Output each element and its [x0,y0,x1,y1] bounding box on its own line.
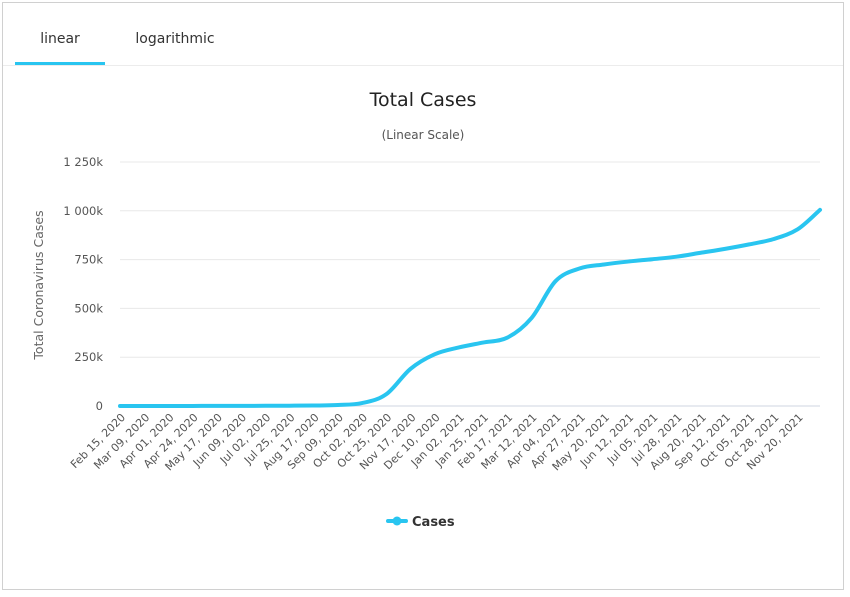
y-axis-label: Total Coronavirus Cases [31,210,46,360]
y-tick-label: 1 000k [63,204,103,218]
legend-marker [392,516,402,526]
tab-linear[interactable]: linear [15,21,105,65]
series-line-cases[interactable] [118,207,822,409]
chart-subtitle: (Linear Scale) [382,128,465,142]
chart-title: Total Cases [369,89,477,111]
y-tick-label: 1 250k [63,155,103,169]
y-tick-label: 750k [74,253,103,267]
y-tick-label: 500k [74,301,103,315]
legend[interactable]: Cases [386,515,455,530]
y-tick-label: 0 [96,399,103,413]
tabs-divider [3,65,843,66]
scale-tabs: linear logarithmic [13,21,833,65]
y-tick-label: 250k [74,350,103,364]
legend-label-cases[interactable]: Cases [412,515,455,530]
chart-panel: linear logarithmic [2,2,844,590]
tab-logarithmic[interactable]: logarithmic [135,31,215,47]
